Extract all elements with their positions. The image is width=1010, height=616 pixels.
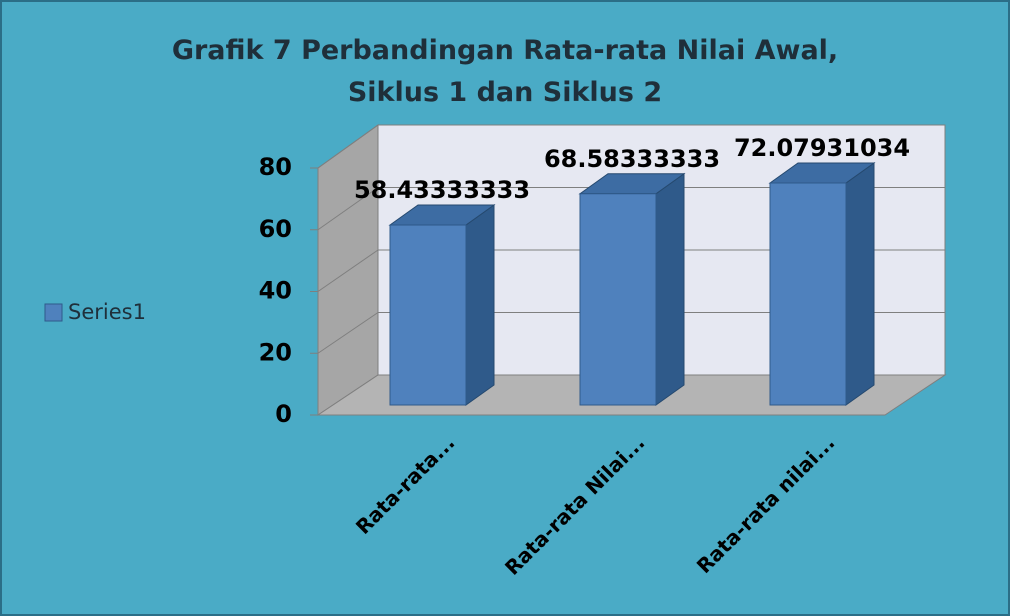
bar <box>578 172 686 406</box>
bar-side <box>845 162 875 406</box>
bar-side <box>655 172 685 406</box>
y-tick-label: 60 <box>259 215 292 243</box>
grid-line <box>317 249 379 292</box>
title-box: Grafik 7 Perbandingan Rata-rata Nilai Aw… <box>171 35 839 108</box>
y-tick-label: 20 <box>259 338 292 366</box>
legend-swatch <box>44 303 63 322</box>
y-tick-label: 40 <box>259 277 292 305</box>
bar-front <box>579 193 657 406</box>
chart-title: Grafik 7 Perbandingan Rata-rata Nilai Aw… <box>171 35 839 108</box>
side-wall <box>317 124 379 416</box>
y-tick-label: 80 <box>259 153 292 181</box>
data-label: 58.43333333 <box>354 176 530 204</box>
bar-front <box>389 224 467 406</box>
grid-line <box>317 124 379 169</box>
bar <box>388 204 496 406</box>
bar <box>768 162 876 406</box>
y-tick-label: 0 <box>275 400 292 428</box>
grid-line <box>317 312 379 354</box>
bar-front <box>769 182 847 406</box>
legend-label: Series1 <box>68 300 146 324</box>
data-label: 72.07931034 <box>734 134 910 162</box>
bar-side <box>465 204 495 406</box>
grid-line <box>317 187 379 231</box>
data-label: 68.58333333 <box>544 145 720 173</box>
